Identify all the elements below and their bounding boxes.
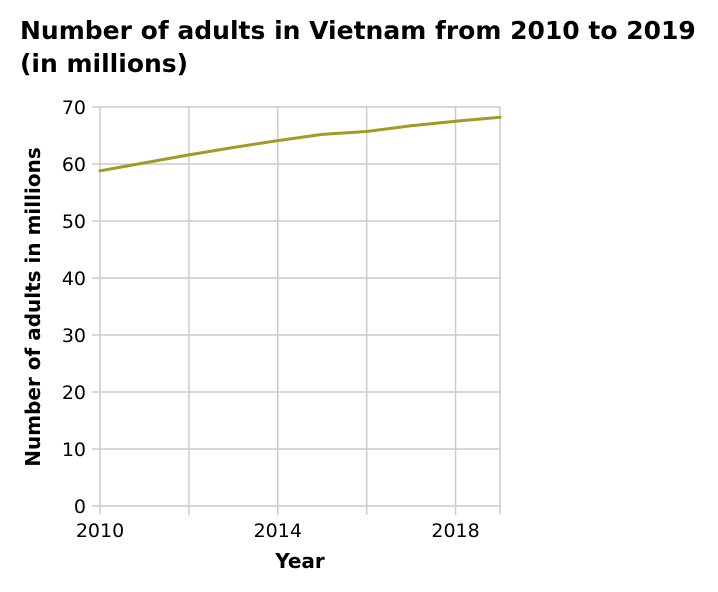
x-tick-label: 2014 — [254, 520, 302, 542]
y-tick-label: 40 — [62, 268, 86, 290]
gridlines — [99, 106, 501, 507]
series-layer — [98, 115, 502, 173]
y-tick-label: 10 — [62, 439, 86, 461]
x-axis-title: Year — [274, 549, 325, 573]
y-tick-label: 50 — [62, 211, 86, 233]
y-tick-label: 20 — [62, 382, 86, 404]
y-axis-title: Number of adults in millions — [21, 147, 45, 466]
series-line — [98, 115, 502, 173]
axes — [92, 106, 501, 515]
tick-labels: 0 10 20 30 40 50 60 70 2010 2014 2018 — [62, 97, 480, 542]
y-tick-label: 60 — [62, 154, 86, 176]
y-tick-label: 70 — [62, 97, 86, 119]
x-tick-label: 2018 — [431, 520, 479, 542]
x-tick-label: 2010 — [76, 520, 124, 542]
chart-title: Number of adults in Vietnam from 2010 to… — [20, 16, 696, 78]
y-tick-label: 30 — [62, 325, 86, 347]
y-tick-label: 0 — [74, 496, 86, 518]
